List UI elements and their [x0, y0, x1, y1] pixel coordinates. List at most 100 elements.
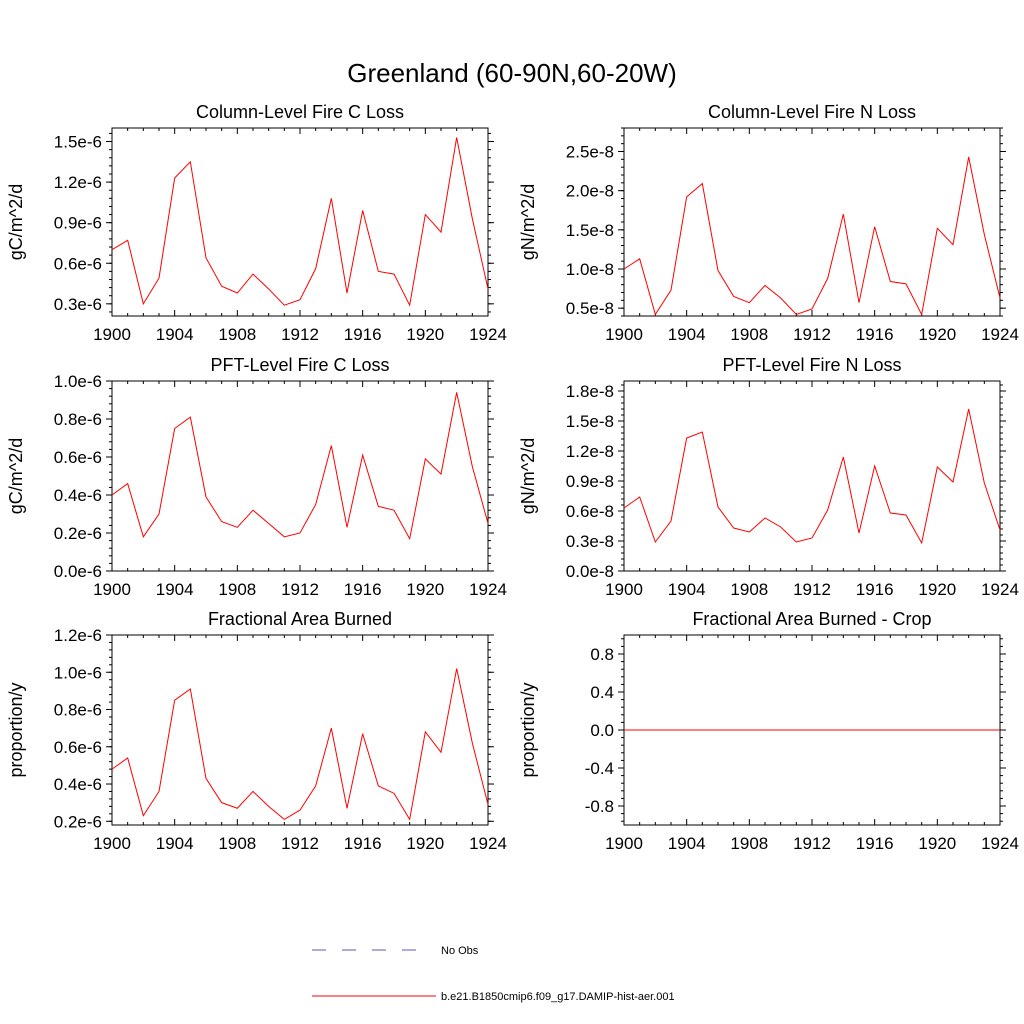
chart-panel-4: 1900 1904 1908 1912 1916 1920 1924 0.0e-8 0.3e-8… [518, 355, 1019, 599]
x-tick-label: 1912 [281, 325, 319, 344]
plot-frame [623, 380, 1001, 572]
y-tick-label: 1.5e-8 [566, 412, 614, 431]
y-tick-label: 0.3e-6 [54, 295, 102, 314]
y-tick-label: 0.6e-6 [54, 738, 102, 757]
y-tick-label: 1.2e-6 [54, 173, 102, 192]
x-tick-label: 1916 [344, 580, 382, 599]
panel-title: Column-Level Fire C Loss [196, 102, 404, 122]
x-tick-label: 1912 [793, 325, 831, 344]
y-tick-label: 0.8e-6 [54, 410, 102, 429]
x-tick-label: 1904 [668, 325, 706, 344]
y-tick-label: 0.9e-8 [566, 472, 614, 491]
y-tick-label: -0.4 [585, 759, 614, 778]
plot-frame [111, 380, 489, 572]
panel-title: Column-Level Fire N Loss [708, 102, 916, 122]
y-axis-label: gN/m^2/d [518, 184, 538, 260]
x-tick-label: 1912 [281, 580, 319, 599]
series-line-1 [623, 408, 1001, 545]
x-tick-label: 1912 [281, 834, 319, 853]
chart-panel-3: 1900 1904 1908 1912 1916 1920 1924 0.0e-6 0.2e-6… [6, 355, 507, 599]
x-tick-label: 1912 [793, 580, 831, 599]
y-tick-label: 1.2e-6 [54, 626, 102, 645]
x-tick-label: 1920 [406, 325, 444, 344]
x-tick-label: 1920 [918, 325, 956, 344]
y-tick-label: 2.0e-8 [566, 182, 614, 201]
x-tick-label: 1920 [406, 834, 444, 853]
x-tick-label: 1908 [730, 580, 768, 599]
y-tick-label: 0.4 [590, 683, 614, 702]
y-tick-label: 0.6e-6 [54, 448, 102, 467]
x-tick-label: 1920 [918, 580, 956, 599]
x-tick-label: 1904 [156, 580, 194, 599]
x-tick-label: 1900 [93, 580, 131, 599]
panels: 1900 1904 1908 1912 1916 1920 1924 0.3e-6 0.6e-6… [6, 102, 1019, 853]
y-tick-label: 1.5e-8 [566, 221, 614, 240]
series-line-1 [111, 668, 489, 821]
y-tick-label: 0.8 [590, 645, 614, 664]
x-tick-label: 1912 [793, 834, 831, 853]
y-tick-label: 0.0e-8 [566, 562, 614, 581]
x-tick-label: 1924 [469, 325, 507, 344]
legend-obs-label: No Obs [441, 945, 479, 957]
y-axis-label: gC/m^2/d [6, 184, 26, 260]
y-tick-label: 0.0 [590, 721, 614, 740]
y-tick-label: 1.8e-8 [566, 382, 614, 401]
y-tick-label: 2.5e-8 [566, 143, 614, 162]
figure-title: Greenland (60-90N,60-20W) [347, 58, 677, 88]
series-line-1 [111, 137, 489, 307]
y-tick-label: 0.2e-6 [54, 524, 102, 543]
x-tick-label: 1916 [856, 834, 894, 853]
y-axis-label: proportion/y [6, 682, 26, 777]
chart-panel-1: 1900 1904 1908 1912 1916 1920 1924 0.3e-6 0.6e-6… [6, 102, 507, 344]
plot-frame [111, 634, 489, 826]
series-line-1 [111, 392, 489, 541]
y-tick-label: 0.2e-6 [54, 812, 102, 831]
y-tick-label: 0.4e-6 [54, 486, 102, 505]
y-axis-label: gN/m^2/d [518, 438, 538, 514]
y-tick-label: -0.8 [585, 797, 614, 816]
y-tick-label: 1.0e-6 [54, 663, 102, 682]
x-tick-label: 1908 [730, 325, 768, 344]
x-tick-label: 1908 [218, 580, 256, 599]
y-axis-label: gC/m^2/d [6, 438, 26, 514]
y-tick-label: 1.5e-6 [54, 133, 102, 152]
x-tick-label: 1908 [218, 325, 256, 344]
x-tick-label: 1924 [469, 580, 507, 599]
chart-panel-5: 1900 1904 1908 1912 1916 1920 1924 0.2e-6 0.4e-6… [6, 609, 507, 853]
x-tick-label: 1904 [668, 580, 706, 599]
y-tick-label: 0.5e-8 [566, 299, 614, 318]
y-tick-label: 0.3e-8 [566, 532, 614, 551]
legend: No Obs b.e21.B1850cmip6.f09_g17.DAMIP-hi… [312, 945, 675, 1003]
x-tick-label: 1908 [218, 834, 256, 853]
y-tick-label: 0.6e-8 [566, 502, 614, 521]
x-tick-label: 1900 [605, 580, 643, 599]
x-tick-label: 1908 [730, 834, 768, 853]
x-tick-label: 1920 [406, 580, 444, 599]
legend-model-label: b.e21.B1850cmip6.f09_g17.DAMIP-hist-aer.… [441, 991, 675, 1003]
x-tick-label: 1900 [93, 834, 131, 853]
x-tick-label: 1924 [981, 325, 1019, 344]
panel-title: PFT-Level Fire N Loss [722, 355, 901, 375]
y-tick-label: 1.0e-6 [54, 372, 102, 391]
panel-title: Fractional Area Burned - Crop [692, 609, 931, 629]
x-tick-label: 1924 [981, 580, 1019, 599]
x-tick-label: 1916 [856, 325, 894, 344]
x-tick-label: 1916 [344, 325, 382, 344]
x-tick-label: 1904 [156, 325, 194, 344]
panel-title: PFT-Level Fire C Loss [210, 355, 389, 375]
y-tick-label: 1.0e-8 [566, 260, 614, 279]
x-tick-label: 1924 [981, 834, 1019, 853]
y-tick-label: 0.0e-6 [54, 562, 102, 581]
plot-frame [623, 127, 1001, 317]
x-tick-label: 1916 [344, 834, 382, 853]
x-tick-label: 1904 [156, 834, 194, 853]
x-tick-label: 1904 [668, 834, 706, 853]
series-line-1 [623, 156, 1001, 316]
x-tick-label: 1916 [856, 580, 894, 599]
x-tick-label: 1900 [605, 325, 643, 344]
y-tick-label: 0.8e-6 [54, 701, 102, 720]
y-tick-label: 0.9e-6 [54, 214, 102, 233]
y-tick-label: 1.2e-8 [566, 442, 614, 461]
x-tick-label: 1900 [605, 834, 643, 853]
